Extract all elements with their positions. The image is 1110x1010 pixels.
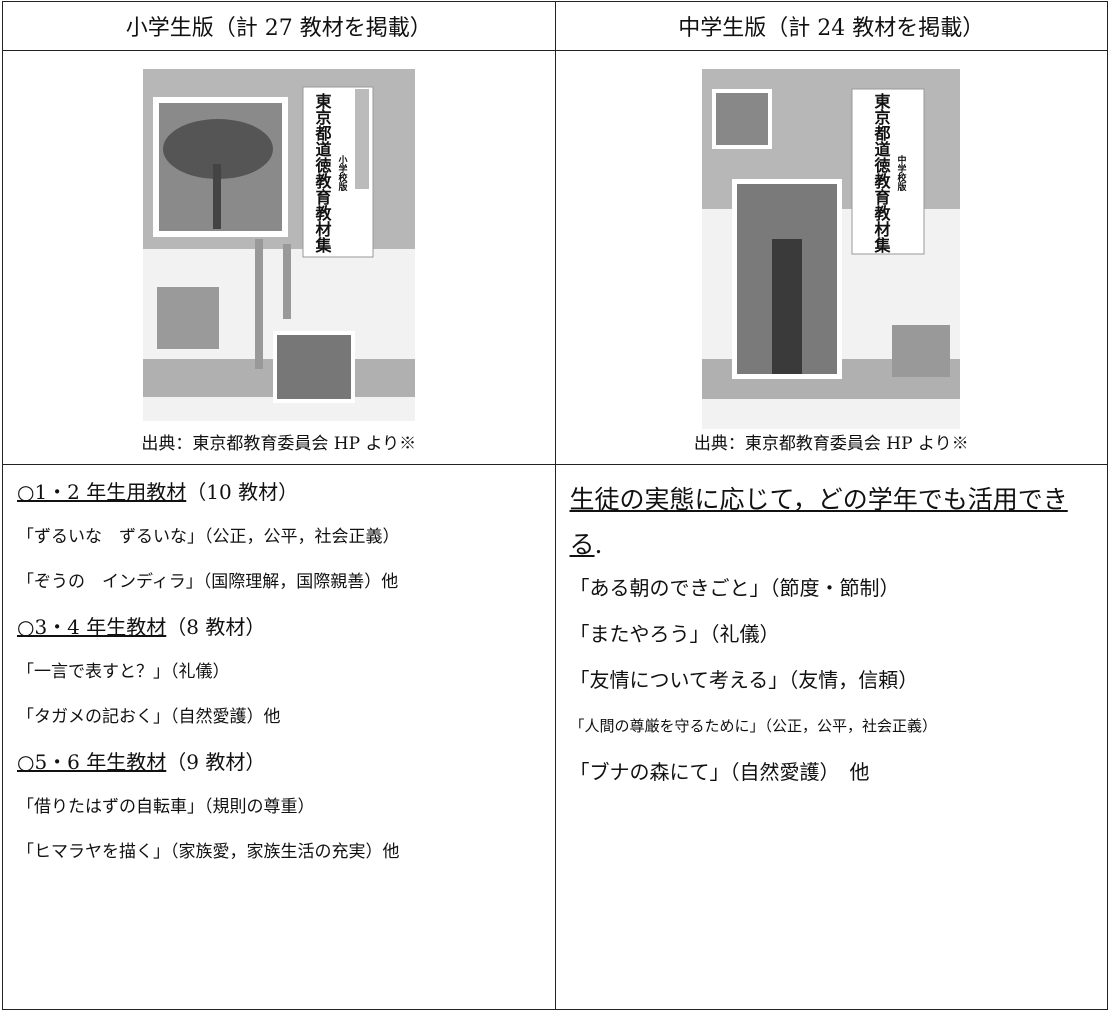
list-line: 「友情について考える」（友情，信頼） [569,668,919,692]
group-heading: ○5・6 年生教材（9 教材） [17,747,541,792]
group-heading: ○1・2 年生用教材（10 教材） [17,477,541,522]
cover-school: 小学校版 [336,155,347,191]
list-line: 「ぞうの インディラ」（国際理解，国際親善）他 [17,572,399,592]
header-cell: 中学生版（計 24 教材を掲載） [554,1,1108,51]
cover-title: 東京都道徳教育教材集 [871,93,891,253]
intro-end: . [594,530,603,559]
header-cell: 小学生版（計 27 教材を掲載） [2,1,556,51]
junior-list: 生徒の実態に応じて，どの学年でも活用できる. 「ある朝のできごと」（節度・節制）… [554,464,1108,1010]
caption: 出典：東京都教育委員会 HP より※ [693,434,969,454]
list-line: 「借りたはずの自転車」（規則の尊重） [17,797,315,817]
cover-cell: 東京都道徳教育教材集 中学校版 出典：東京都教育委員会 HP より※ [554,50,1108,465]
heading-text: ○1・2 年生用教材 [17,480,187,504]
list-line: 「一言で表すと？」（礼儀） [17,662,230,682]
cover-elementary: 東京都道徳教育教材集 小学校版 [142,69,415,421]
list-line: 「ある朝のできごと」（節度・節制） [569,576,900,600]
heading-note: （9 教材） [166,750,266,774]
caption: 出典：東京都教育委員会 HP より※ [141,434,417,454]
intro: 生徒の実態に応じて，どの学年でも活用できる. [570,477,1094,567]
cover-school: 中学校版 [895,155,906,191]
cover-title: 東京都道徳教育教材集 [312,93,332,253]
group-heading: ○3・4 年生教材（8 教材） [17,612,541,657]
heading-text: ○5・6 年生教材 [17,750,167,774]
cover-junior: 東京都道徳教育教材集 中学校版 [702,69,961,429]
elementary-list: ○1・2 年生用教材（10 教材） 「ずるいな ずるいな」（公正，公平，社会正義）… [2,464,556,1010]
heading-note: （8 教材） [166,615,266,639]
heading-text: ○3・4 年生教材 [17,615,167,639]
list-line: 「またやろう」（礼儀） [569,622,780,646]
heading-note: （10 教材） [186,480,299,504]
list-line: 「タガメの記おく」（自然愛護）他 [17,707,281,727]
list-line: 「人間の尊厳を守るために」（公正，公平，社会正義） [569,717,938,735]
list-line: 「ヒマラヤを描く」（家族愛，家族生活の充実）他 [17,842,400,862]
intro-text: 生徒の実態に応じて，どの学年でも活用できる [569,485,1068,559]
list-line: 「ブナの森にて」（自然愛護） 他 [569,760,870,784]
cover-cell: 東京都道徳教育教材集 小学校版 出典：東京都教育委員会 HP より※ [2,50,556,465]
list-line: 「ずるいな ずるいな」（公正，公平，社会正義） [17,527,400,547]
